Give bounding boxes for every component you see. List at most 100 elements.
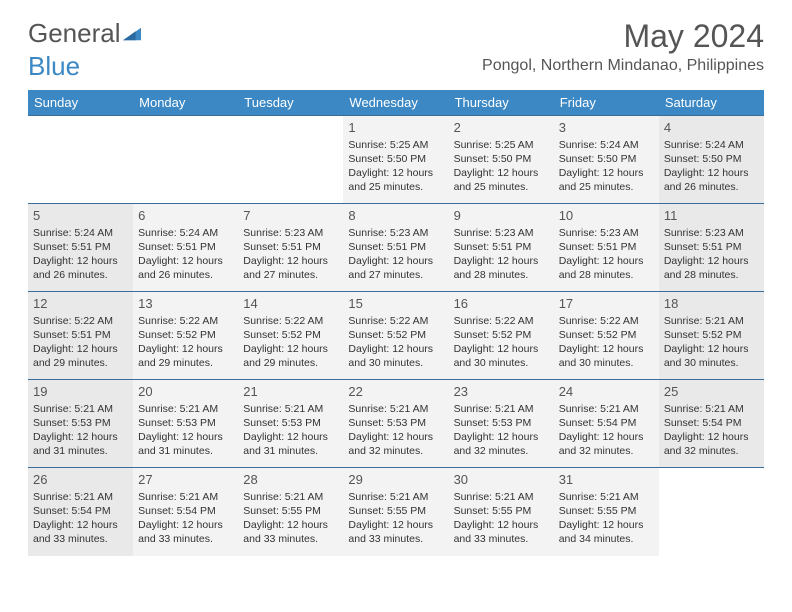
day-number: 4 <box>664 119 759 137</box>
day-number: 12 <box>33 295 128 313</box>
calendar-day-cell: 9Sunrise: 5:23 AMSunset: 5:51 PMDaylight… <box>449 204 554 292</box>
calendar-day-cell: 2Sunrise: 5:25 AMSunset: 5:50 PMDaylight… <box>449 116 554 204</box>
day-info: Sunrise: 5:23 AMSunset: 5:51 PMDaylight:… <box>454 226 549 283</box>
calendar-day-cell: 1Sunrise: 5:25 AMSunset: 5:50 PMDaylight… <box>343 116 448 204</box>
day-info: Sunrise: 5:21 AMSunset: 5:52 PMDaylight:… <box>664 314 759 371</box>
calendar-day-cell: 26Sunrise: 5:21 AMSunset: 5:54 PMDayligh… <box>28 468 133 556</box>
day-header: Thursday <box>449 90 554 116</box>
calendar-day-cell: 14Sunrise: 5:22 AMSunset: 5:52 PMDayligh… <box>238 292 343 380</box>
calendar-day-cell: 16Sunrise: 5:22 AMSunset: 5:52 PMDayligh… <box>449 292 554 380</box>
day-info: Sunrise: 5:24 AMSunset: 5:50 PMDaylight:… <box>559 138 654 195</box>
brand-triangle-icon <box>123 27 141 41</box>
day-info: Sunrise: 5:21 AMSunset: 5:53 PMDaylight:… <box>33 402 128 459</box>
day-number: 11 <box>664 207 759 225</box>
day-info: Sunrise: 5:25 AMSunset: 5:50 PMDaylight:… <box>454 138 549 195</box>
day-info: Sunrise: 5:21 AMSunset: 5:53 PMDaylight:… <box>243 402 338 459</box>
calendar-day-cell: 12Sunrise: 5:22 AMSunset: 5:51 PMDayligh… <box>28 292 133 380</box>
day-header: Wednesday <box>343 90 448 116</box>
calendar-day-cell: 28Sunrise: 5:21 AMSunset: 5:55 PMDayligh… <box>238 468 343 556</box>
day-info: Sunrise: 5:21 AMSunset: 5:55 PMDaylight:… <box>454 490 549 547</box>
calendar-day-cell: 5Sunrise: 5:24 AMSunset: 5:51 PMDaylight… <box>28 204 133 292</box>
calendar-day-cell <box>28 116 133 204</box>
day-header: Saturday <box>659 90 764 116</box>
day-number: 19 <box>33 383 128 401</box>
calendar-week-row: 5Sunrise: 5:24 AMSunset: 5:51 PMDaylight… <box>28 204 764 292</box>
brand-part2: Blue <box>28 51 80 81</box>
calendar-table: SundayMondayTuesdayWednesdayThursdayFrid… <box>28 90 764 556</box>
calendar-day-cell: 21Sunrise: 5:21 AMSunset: 5:53 PMDayligh… <box>238 380 343 468</box>
calendar-day-cell: 18Sunrise: 5:21 AMSunset: 5:52 PMDayligh… <box>659 292 764 380</box>
day-info: Sunrise: 5:24 AMSunset: 5:51 PMDaylight:… <box>33 226 128 283</box>
day-number: 2 <box>454 119 549 137</box>
calendar-day-cell: 19Sunrise: 5:21 AMSunset: 5:53 PMDayligh… <box>28 380 133 468</box>
day-info: Sunrise: 5:21 AMSunset: 5:53 PMDaylight:… <box>454 402 549 459</box>
calendar-day-cell: 29Sunrise: 5:21 AMSunset: 5:55 PMDayligh… <box>343 468 448 556</box>
day-number: 26 <box>33 471 128 489</box>
day-info: Sunrise: 5:22 AMSunset: 5:51 PMDaylight:… <box>33 314 128 371</box>
calendar-day-cell: 8Sunrise: 5:23 AMSunset: 5:51 PMDaylight… <box>343 204 448 292</box>
day-number: 30 <box>454 471 549 489</box>
day-info: Sunrise: 5:23 AMSunset: 5:51 PMDaylight:… <box>243 226 338 283</box>
day-number: 3 <box>559 119 654 137</box>
day-info: Sunrise: 5:23 AMSunset: 5:51 PMDaylight:… <box>559 226 654 283</box>
day-info: Sunrise: 5:22 AMSunset: 5:52 PMDaylight:… <box>243 314 338 371</box>
calendar-day-cell: 24Sunrise: 5:21 AMSunset: 5:54 PMDayligh… <box>554 380 659 468</box>
day-number: 23 <box>454 383 549 401</box>
calendar-day-cell <box>238 116 343 204</box>
day-number: 20 <box>138 383 233 401</box>
day-number: 14 <box>243 295 338 313</box>
day-number: 25 <box>664 383 759 401</box>
day-number: 22 <box>348 383 443 401</box>
calendar-week-row: 19Sunrise: 5:21 AMSunset: 5:53 PMDayligh… <box>28 380 764 468</box>
calendar-day-cell: 10Sunrise: 5:23 AMSunset: 5:51 PMDayligh… <box>554 204 659 292</box>
calendar-day-cell: 20Sunrise: 5:21 AMSunset: 5:53 PMDayligh… <box>133 380 238 468</box>
location-subtitle: Pongol, Northern Mindanao, Philippines <box>482 57 764 75</box>
day-number: 15 <box>348 295 443 313</box>
month-title: May 2024 <box>482 18 764 55</box>
calendar-week-row: 12Sunrise: 5:22 AMSunset: 5:51 PMDayligh… <box>28 292 764 380</box>
calendar-day-cell: 25Sunrise: 5:21 AMSunset: 5:54 PMDayligh… <box>659 380 764 468</box>
calendar-day-cell: 22Sunrise: 5:21 AMSunset: 5:53 PMDayligh… <box>343 380 448 468</box>
calendar-day-cell: 4Sunrise: 5:24 AMSunset: 5:50 PMDaylight… <box>659 116 764 204</box>
day-number: 6 <box>138 207 233 225</box>
day-header: Sunday <box>28 90 133 116</box>
day-info: Sunrise: 5:22 AMSunset: 5:52 PMDaylight:… <box>454 314 549 371</box>
day-info: Sunrise: 5:21 AMSunset: 5:55 PMDaylight:… <box>348 490 443 547</box>
day-number: 7 <box>243 207 338 225</box>
day-number: 17 <box>559 295 654 313</box>
calendar-day-cell: 23Sunrise: 5:21 AMSunset: 5:53 PMDayligh… <box>449 380 554 468</box>
day-info: Sunrise: 5:23 AMSunset: 5:51 PMDaylight:… <box>664 226 759 283</box>
day-number: 18 <box>664 295 759 313</box>
calendar-body: 1Sunrise: 5:25 AMSunset: 5:50 PMDaylight… <box>28 116 764 556</box>
day-header: Tuesday <box>238 90 343 116</box>
day-header: Monday <box>133 90 238 116</box>
calendar-day-cell: 17Sunrise: 5:22 AMSunset: 5:52 PMDayligh… <box>554 292 659 380</box>
day-info: Sunrise: 5:25 AMSunset: 5:50 PMDaylight:… <box>348 138 443 195</box>
day-info: Sunrise: 5:21 AMSunset: 5:55 PMDaylight:… <box>559 490 654 547</box>
day-header: Friday <box>554 90 659 116</box>
brand-logo: General <box>28 18 143 49</box>
day-info: Sunrise: 5:21 AMSunset: 5:53 PMDaylight:… <box>348 402 443 459</box>
day-info: Sunrise: 5:21 AMSunset: 5:54 PMDaylight:… <box>138 490 233 547</box>
calendar-head: SundayMondayTuesdayWednesdayThursdayFrid… <box>28 90 764 116</box>
calendar-day-cell: 6Sunrise: 5:24 AMSunset: 5:51 PMDaylight… <box>133 204 238 292</box>
calendar-day-cell: 7Sunrise: 5:23 AMSunset: 5:51 PMDaylight… <box>238 204 343 292</box>
day-info: Sunrise: 5:24 AMSunset: 5:51 PMDaylight:… <box>138 226 233 283</box>
day-number: 10 <box>559 207 654 225</box>
day-info: Sunrise: 5:21 AMSunset: 5:53 PMDaylight:… <box>138 402 233 459</box>
day-info: Sunrise: 5:21 AMSunset: 5:54 PMDaylight:… <box>33 490 128 547</box>
day-number: 16 <box>454 295 549 313</box>
calendar-week-row: 1Sunrise: 5:25 AMSunset: 5:50 PMDaylight… <box>28 116 764 204</box>
day-number: 13 <box>138 295 233 313</box>
day-number: 29 <box>348 471 443 489</box>
calendar-day-cell: 27Sunrise: 5:21 AMSunset: 5:54 PMDayligh… <box>133 468 238 556</box>
day-number: 28 <box>243 471 338 489</box>
day-info: Sunrise: 5:22 AMSunset: 5:52 PMDaylight:… <box>559 314 654 371</box>
day-number: 24 <box>559 383 654 401</box>
day-info: Sunrise: 5:21 AMSunset: 5:54 PMDaylight:… <box>664 402 759 459</box>
day-number: 5 <box>33 207 128 225</box>
calendar-week-row: 26Sunrise: 5:21 AMSunset: 5:54 PMDayligh… <box>28 468 764 556</box>
calendar-day-cell: 15Sunrise: 5:22 AMSunset: 5:52 PMDayligh… <box>343 292 448 380</box>
calendar-day-cell: 31Sunrise: 5:21 AMSunset: 5:55 PMDayligh… <box>554 468 659 556</box>
day-number: 1 <box>348 119 443 137</box>
